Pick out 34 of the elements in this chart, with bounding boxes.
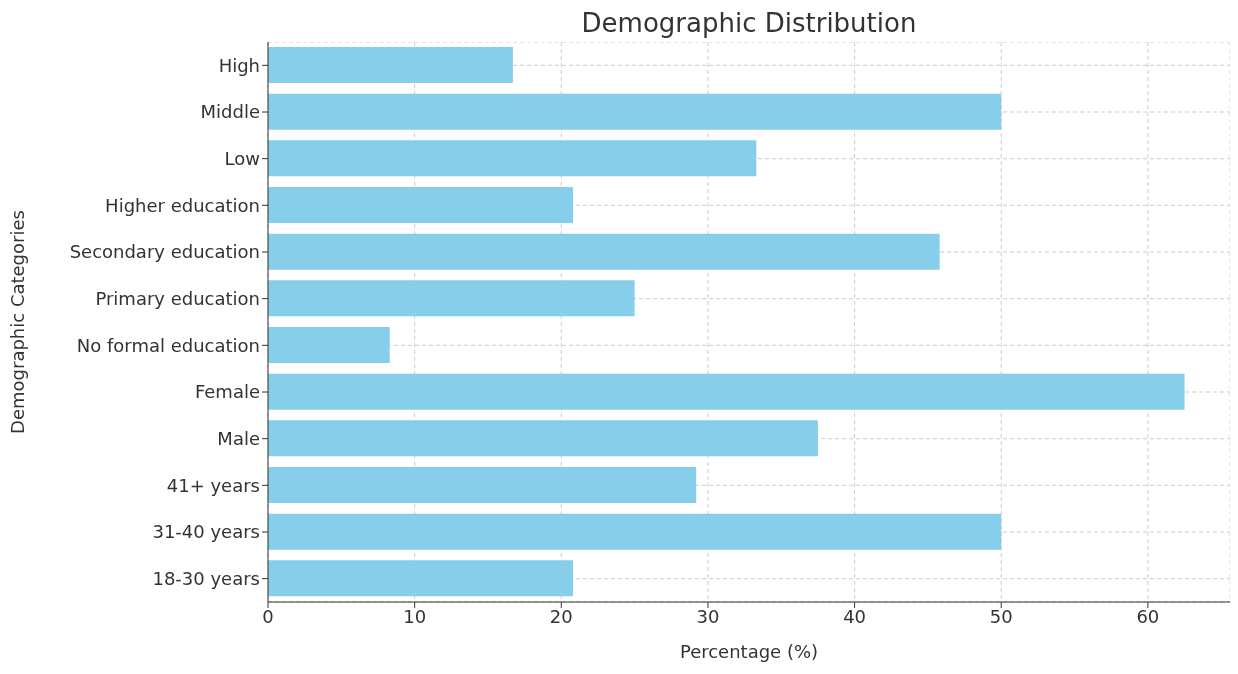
y-tick-label: Higher education: [105, 194, 260, 216]
bar: [268, 327, 390, 363]
y-tick-label: 41+ years: [166, 474, 260, 496]
bar: [268, 140, 757, 177]
chart-title: Demographic Distribution: [580, 8, 918, 40]
bar: [268, 233, 940, 270]
y-tick-label: Primary education: [95, 288, 260, 310]
bar: [268, 420, 818, 457]
y-tick-label: Female: [194, 381, 260, 403]
bar: [268, 560, 574, 597]
bar: [268, 280, 635, 317]
y-tick-label: High: [218, 54, 260, 76]
bar: [268, 513, 1002, 550]
y-tick-label: Secondary education: [69, 241, 260, 263]
y-tick-label: Male: [217, 428, 260, 450]
bar: [268, 467, 697, 503]
x-axis-title: Percentage (%): [679, 641, 819, 662]
x-tick-label: 0: [262, 605, 274, 627]
x-tick-label: 30: [696, 605, 720, 627]
y-axis-title: Demographic Categories: [7, 210, 29, 434]
y-tick-label: 18-30 years: [152, 568, 260, 590]
x-tick-label: 50: [989, 605, 1013, 627]
bar: [268, 187, 574, 223]
bar: [268, 373, 1185, 410]
x-tick-label: 10: [403, 605, 427, 627]
y-tick-label: Low: [224, 148, 260, 170]
x-tick-label: 60: [1136, 605, 1160, 627]
y-tick-label: Middle: [200, 101, 260, 123]
y-tick-label: 31-40 years: [152, 521, 260, 543]
bar: [268, 47, 513, 83]
x-tick-label: 40: [843, 605, 867, 627]
y-tick-label: No formal education: [76, 334, 260, 356]
bar: [268, 93, 1002, 130]
x-tick-label: 20: [549, 605, 573, 627]
